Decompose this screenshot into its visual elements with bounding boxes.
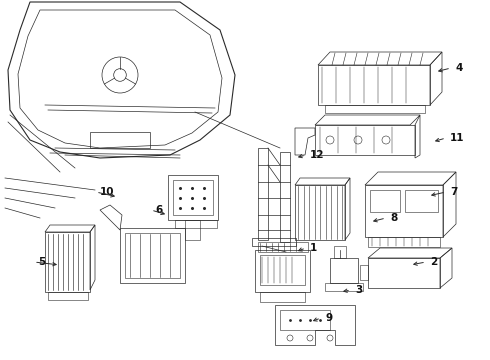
- Text: 2: 2: [430, 257, 437, 267]
- Text: 6: 6: [155, 205, 162, 215]
- Text: 7: 7: [450, 187, 457, 197]
- Text: 8: 8: [390, 213, 397, 223]
- Text: 3: 3: [355, 285, 362, 295]
- Text: 4: 4: [455, 63, 463, 73]
- Text: 10: 10: [100, 187, 115, 197]
- Text: 11: 11: [450, 133, 465, 143]
- Text: 12: 12: [310, 150, 324, 160]
- Text: 5: 5: [38, 257, 45, 267]
- Text: 1: 1: [310, 243, 317, 253]
- Text: 9: 9: [325, 313, 332, 323]
